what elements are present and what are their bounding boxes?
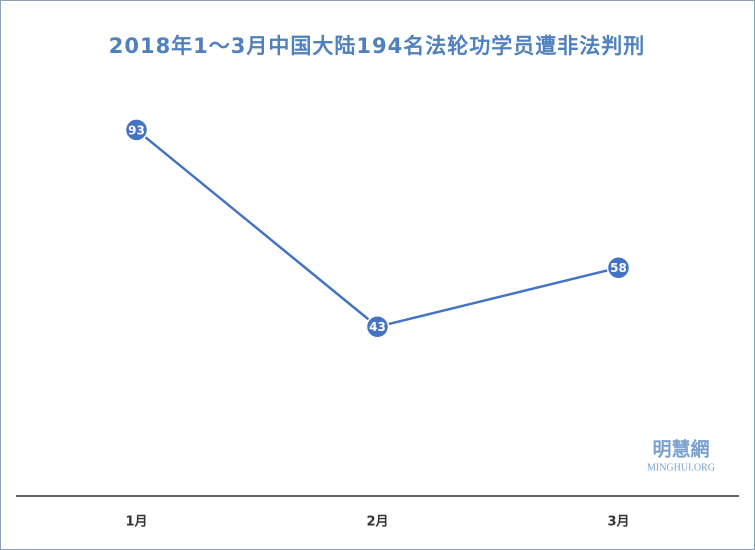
- x-tick-label: 3月: [607, 515, 629, 530]
- data-label: 58: [610, 261, 627, 275]
- data-label: 43: [369, 320, 386, 334]
- x-tick-label: 1月: [125, 515, 147, 530]
- watermark-site: MINGHUI.ORG: [647, 462, 715, 473]
- watermark-name: 明慧網: [652, 438, 709, 461]
- data-point: [365, 314, 390, 339]
- data-point: [606, 255, 631, 280]
- data-label: 93: [128, 123, 145, 137]
- x-tick-label: 2月: [366, 515, 388, 530]
- chart-title: 2018年1～3月中国大陆194名法轮功学员遭非法判刑: [109, 34, 646, 58]
- data-point: [124, 118, 149, 142]
